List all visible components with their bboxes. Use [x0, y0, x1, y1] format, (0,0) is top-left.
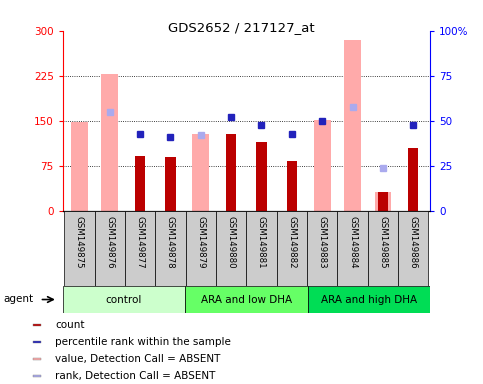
- Text: GSM149882: GSM149882: [287, 217, 297, 269]
- Text: GSM149875: GSM149875: [75, 217, 84, 269]
- Bar: [185, 211, 216, 286]
- Bar: [308, 286, 430, 313]
- Text: GSM149881: GSM149881: [257, 217, 266, 269]
- Bar: [71, 122, 88, 211]
- Text: GSM149884: GSM149884: [348, 217, 357, 269]
- Bar: [226, 134, 237, 211]
- Bar: [408, 148, 418, 211]
- Text: count: count: [55, 320, 85, 330]
- Text: value, Detection Call = ABSENT: value, Detection Call = ABSENT: [55, 354, 221, 364]
- Text: GSM149878: GSM149878: [166, 217, 175, 269]
- Bar: [277, 211, 307, 286]
- Bar: [246, 211, 277, 286]
- Text: ARA and low DHA: ARA and low DHA: [201, 295, 292, 305]
- Bar: [125, 211, 156, 286]
- Text: control: control: [106, 295, 142, 305]
- Text: percentile rank within the sample: percentile rank within the sample: [55, 337, 231, 347]
- Bar: [286, 161, 297, 211]
- Bar: [64, 211, 95, 286]
- Text: GSM149876: GSM149876: [105, 217, 114, 269]
- Text: GSM149880: GSM149880: [227, 217, 236, 269]
- Text: agent: agent: [3, 294, 33, 304]
- Bar: [165, 157, 176, 211]
- Text: rank, Detection Call = ABSENT: rank, Detection Call = ABSENT: [55, 371, 215, 381]
- Bar: [216, 211, 246, 286]
- Bar: [378, 192, 388, 211]
- Bar: [374, 192, 391, 211]
- Text: GDS2652 / 217127_at: GDS2652 / 217127_at: [168, 21, 315, 34]
- Bar: [33, 341, 41, 343]
- Bar: [368, 211, 398, 286]
- Bar: [33, 358, 41, 360]
- Bar: [185, 286, 308, 313]
- Bar: [33, 324, 41, 326]
- Bar: [156, 211, 185, 286]
- Bar: [193, 134, 209, 211]
- Bar: [63, 286, 185, 313]
- Text: GSM149879: GSM149879: [196, 217, 205, 269]
- Bar: [314, 120, 330, 211]
- Bar: [135, 156, 145, 211]
- Bar: [307, 211, 337, 286]
- Bar: [95, 211, 125, 286]
- Text: GSM149883: GSM149883: [318, 217, 327, 269]
- Text: GSM149886: GSM149886: [409, 217, 418, 269]
- Bar: [33, 375, 41, 377]
- Bar: [256, 142, 267, 211]
- Text: ARA and high DHA: ARA and high DHA: [321, 295, 417, 305]
- Text: GSM149877: GSM149877: [136, 217, 144, 269]
- Text: GSM149885: GSM149885: [378, 217, 387, 269]
- Bar: [101, 74, 118, 211]
- Bar: [344, 40, 361, 211]
- Bar: [337, 211, 368, 286]
- Bar: [398, 211, 428, 286]
